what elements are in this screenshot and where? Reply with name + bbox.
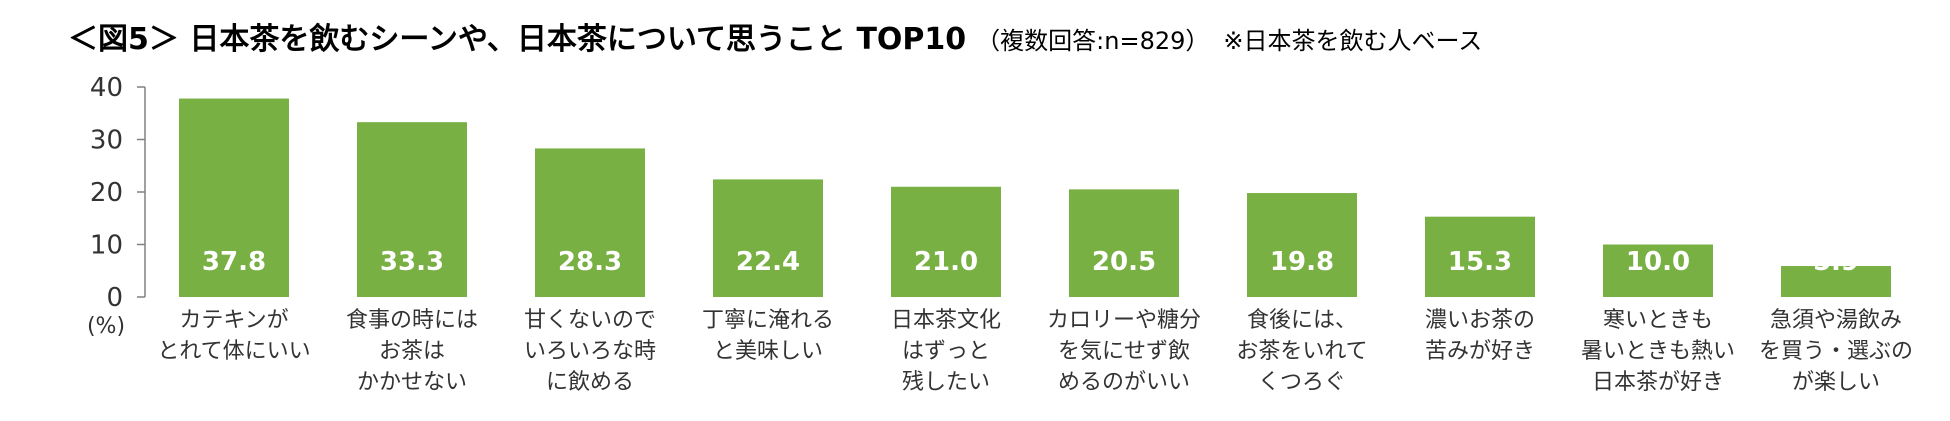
bar	[1425, 216, 1535, 297]
x-tick-label: 暑いときも熱い	[1581, 339, 1735, 364]
x-tick-label: 日本茶文化	[891, 308, 1001, 333]
x-tick-label: お茶をいれて	[1236, 339, 1367, 364]
y-axis-label: (%)	[87, 314, 125, 339]
bar-value-label: 15.3	[1448, 247, 1512, 277]
x-tick-label: くつろぐ	[1258, 370, 1346, 395]
bars: 37.8 33.3 28.3 22.4 21.0 20.5 19.8 15.3 10.0 5.9	[179, 98, 1891, 297]
bar-value-label: 5.9	[1813, 247, 1859, 277]
x-tick-label: とれて体にいい	[157, 339, 310, 364]
x-tick-label: を気にせず飲	[1058, 339, 1190, 364]
bar-value-label: 21.0	[914, 247, 978, 277]
bar	[535, 148, 645, 297]
x-tick-label: 残したい	[902, 370, 990, 395]
x-tick-label: と美味しい	[713, 339, 823, 364]
x-tick-label: 寒いときも	[1603, 308, 1713, 333]
bar	[1069, 189, 1179, 297]
bar	[357, 122, 467, 297]
bar-value-label: 10.0	[1626, 247, 1690, 277]
bar-value-label: 19.8	[1270, 247, 1334, 277]
bar	[1603, 244, 1713, 297]
x-tick-label: お茶は	[379, 339, 445, 364]
x-tick-label: 急須や湯飲み	[1770, 308, 1902, 333]
bar	[1247, 193, 1357, 297]
chart-subtitle: （複数回答:n=829）	[976, 27, 1210, 55]
y-tick-label: 30	[90, 126, 123, 156]
chart-title: ＜図5＞ 日本茶を飲むシーンや、日本茶について思うこと TOP10	[68, 22, 967, 57]
bar-value-label: 28.3	[558, 247, 622, 277]
x-tick-label: 濃いお茶の	[1425, 308, 1535, 333]
x-tick-label: が楽しい	[1792, 370, 1880, 395]
chart-title-row: ＜図5＞ 日本茶を飲むシーンや、日本茶について思うこと TOP10 （複数回答:n…	[68, 14, 1482, 58]
x-tick-label: はずっと	[902, 339, 990, 364]
y-tick-label: 20	[90, 178, 123, 208]
x-tick-label: 苦みが好き	[1425, 339, 1535, 364]
bar	[891, 186, 1001, 297]
bar-value-label: 22.4	[736, 247, 800, 277]
y-tick-label: 0	[106, 283, 123, 313]
x-tick-label: いろいろな時	[524, 339, 656, 364]
bar-value-label: 33.3	[380, 247, 444, 277]
x-tick-label: に飲める	[546, 370, 634, 395]
bar	[179, 98, 289, 297]
chart-note: ※日本茶を飲む人ベース	[1223, 27, 1483, 55]
x-tick-label: 食事の時には	[346, 308, 478, 333]
x-tick-label: めるのがいい	[1058, 370, 1190, 395]
bar	[713, 179, 823, 297]
y-tick-label: 40	[90, 73, 123, 103]
x-tick-label: 甘くないので	[524, 308, 656, 333]
bar-value-label: 37.8	[202, 247, 266, 277]
y-axis: 0 10 20 30 40	[90, 73, 146, 313]
bar	[1781, 266, 1891, 297]
x-tick-label: かかせない	[357, 370, 467, 395]
y-tick-label: 10	[90, 231, 123, 261]
x-tick-label: を買う・選ぶの	[1759, 339, 1913, 364]
x-tick-label: カテキンが	[179, 308, 288, 333]
x-tick-label: 日本茶が好き	[1592, 370, 1724, 395]
bar-value-label: 20.5	[1092, 247, 1156, 277]
x-tick-label: 食後には、	[1247, 308, 1357, 333]
x-tick-label: カロリーや糖分	[1047, 308, 1201, 333]
x-tick-label: 丁寧に淹れる	[702, 308, 834, 333]
